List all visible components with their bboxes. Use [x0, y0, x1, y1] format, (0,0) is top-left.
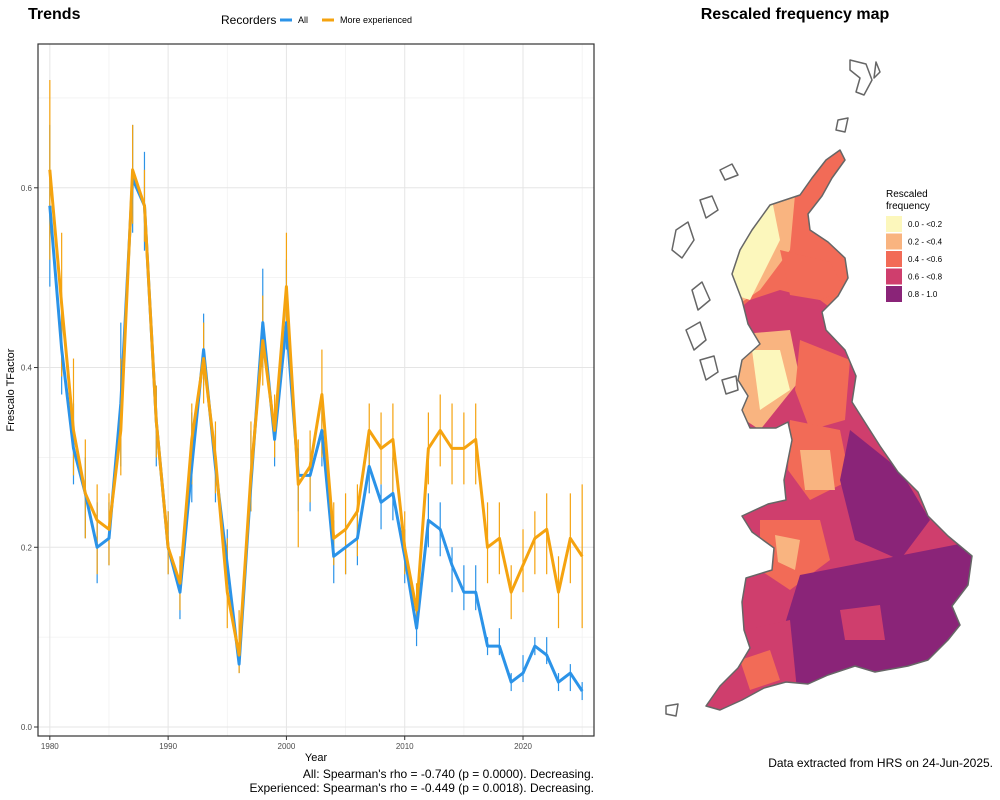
series-line-more-experienced	[48, 168, 584, 657]
map-legend-title-line1: Rescaled	[886, 189, 928, 200]
plot-background	[38, 44, 594, 736]
stats-all: All: Spearman's rho = -0.740 (p = 0.0000…	[303, 767, 594, 781]
frequency-map	[665, 59, 973, 717]
x-tick-label: 2020	[514, 742, 532, 751]
source-note: Data extracted from HRS on 24-Jun-2025.	[768, 756, 993, 770]
map-legend-swatch	[886, 286, 902, 302]
y-tick-label: 0.2	[21, 543, 33, 552]
map-legend-label: 0.2 - <0.4	[908, 238, 943, 247]
map-title: Rescaled frequency map	[701, 6, 890, 23]
legend-label: More experienced	[340, 15, 412, 25]
map-legend-label: 0.6 - <0.8	[908, 273, 943, 282]
y-tick-label: 0.0	[21, 723, 33, 732]
x-tick-label: 1990	[159, 742, 177, 751]
plot-area: 1980 1990 2000 2010 2020 0.0 0.2 0.4 0.6	[21, 43, 595, 751]
x-tick-label: 2010	[396, 742, 414, 751]
axis-ticks: 1980 1990 2000 2010 2020 0.0 0.2 0.4 0.6	[21, 184, 533, 751]
trends-title: Trends	[28, 6, 81, 23]
y-axis-title: Frescalo TFactor	[5, 348, 17, 431]
y-tick-label: 0.6	[21, 184, 33, 193]
map-legend-swatch	[886, 251, 902, 267]
legend-title: Recorders	[221, 13, 276, 27]
series-legend: Recorders All More experienced	[221, 13, 412, 27]
gridlines	[38, 44, 594, 736]
x-tick-label: 1980	[41, 742, 59, 751]
map-legend: Rescaled frequency 0.0 - <0.2 0.2 - <0.4 0…	[886, 189, 943, 302]
map-legend-swatch	[886, 233, 902, 250]
y-tick-label: 0.4	[21, 364, 33, 373]
map-legend-label: 0.0 - <0.2	[908, 220, 943, 229]
map-legend-title-line2: frequency	[886, 201, 930, 212]
legend-label: All	[298, 15, 308, 25]
map-legend-label: 0.8 - 1.0	[908, 290, 938, 299]
map-legend-swatch	[886, 268, 902, 285]
x-tick-label: 2000	[278, 742, 296, 751]
map-legend-swatch	[886, 216, 902, 232]
stats-experienced: Experienced: Spearman's rho = -0.449 (p …	[250, 781, 595, 795]
map-legend-label: 0.4 - <0.6	[908, 255, 943, 264]
x-axis-title: Year	[305, 752, 328, 764]
plot-border	[37, 43, 595, 737]
series-lines	[48, 168, 584, 692]
